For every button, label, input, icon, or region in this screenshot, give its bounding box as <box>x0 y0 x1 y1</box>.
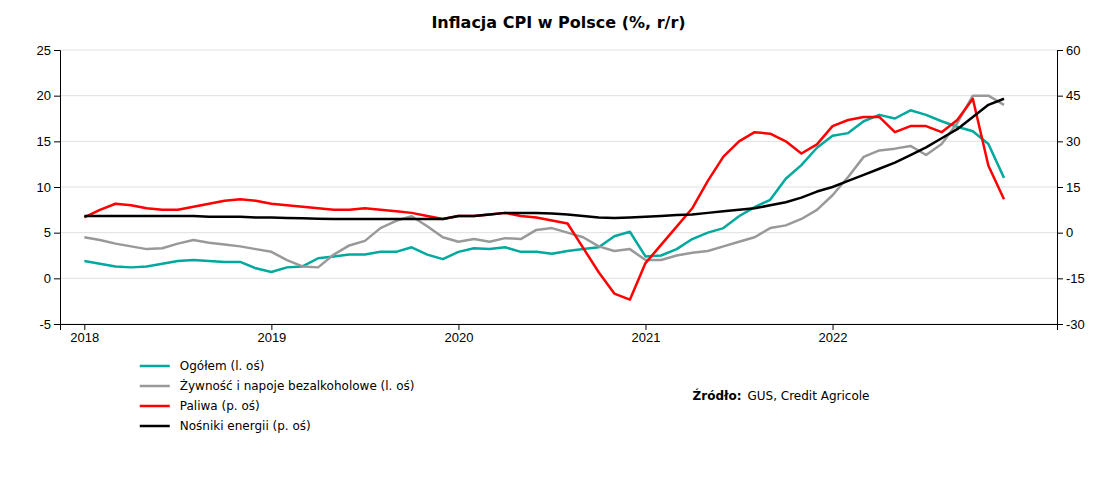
tick: 2019 <box>257 324 286 345</box>
tick-mark <box>54 187 60 188</box>
tick: 5 <box>44 225 60 240</box>
tick-label: 30 <box>1066 134 1080 149</box>
tick-mark <box>833 324 834 330</box>
axis-domain <box>54 51 61 325</box>
tick-label: 45 <box>1066 88 1080 103</box>
grid-line <box>60 278 1057 279</box>
tick-mark <box>54 233 60 234</box>
grid-line <box>60 232 1057 233</box>
tick-mark <box>1057 233 1063 234</box>
tick-label: 15 <box>37 134 51 149</box>
chart: Inflacja CPI w Polsce (%, r/r)2018201920… <box>0 0 1117 499</box>
x-axis: 2018 2019 2020 2021 2022 <box>61 324 1058 345</box>
tick-label: 25 <box>37 43 51 58</box>
tick-mark <box>458 324 459 330</box>
tick: 0 <box>1057 225 1073 240</box>
legend-label: Żywność i napoje bezalkoholowe (l. oś) <box>180 378 415 393</box>
tick-mark <box>54 324 60 325</box>
plot-area <box>84 96 1004 300</box>
tick-mark <box>84 324 85 330</box>
grid-line <box>60 95 1057 96</box>
annotation: Źródło: GUS, Credit Agricole <box>693 388 870 403</box>
axis-domain <box>61 325 1058 331</box>
tick: 15 <box>1057 180 1080 195</box>
tick-label: 10 <box>37 180 51 195</box>
tick: -5 <box>39 317 60 332</box>
legend-label: Ogółem (l. oś) <box>180 359 265 373</box>
tick-label: 20 <box>37 88 51 103</box>
tick-label: 2018 <box>70 330 99 345</box>
tick-label: 2020 <box>444 330 473 345</box>
tick: 45 <box>1057 88 1080 103</box>
legend-swatch <box>140 365 170 368</box>
tick-mark <box>1057 324 1063 325</box>
series-line <box>84 99 1004 219</box>
tick: 2020 <box>444 324 473 345</box>
tick-mark <box>271 324 272 330</box>
tick-label: 2022 <box>819 330 848 345</box>
series-line <box>84 110 1004 272</box>
tick: -30 <box>1057 317 1085 332</box>
tick: 0 <box>44 271 60 286</box>
tick-mark <box>1057 96 1063 97</box>
legend-swatch <box>140 385 170 388</box>
tick: 15 <box>37 134 60 149</box>
tick-label: -30 <box>1066 317 1085 332</box>
tick-mark <box>54 278 60 279</box>
y-axis: -5 0 5 10 15 20 25 <box>37 43 61 332</box>
source-text: GUS, Credit Agricole <box>747 389 869 403</box>
legend-swatch <box>140 425 170 428</box>
tick: 2018 <box>70 324 99 345</box>
tick: -15 <box>1057 271 1085 286</box>
legend-label: Paliwa (p. oś) <box>180 399 260 413</box>
tick-mark <box>54 141 60 142</box>
tick-label: 2021 <box>632 330 661 345</box>
tick-label: 5 <box>44 225 51 240</box>
legend-swatch <box>140 405 170 408</box>
series-line <box>84 99 1004 300</box>
tick-label: 0 <box>1066 225 1073 240</box>
tick: 10 <box>37 180 60 195</box>
tick-mark <box>1057 278 1063 279</box>
y2-axis: -30 -15 0 15 30 45 60 <box>1057 43 1085 332</box>
tick: 2021 <box>632 324 661 345</box>
axis-domain <box>1058 51 1064 325</box>
legend-label: Nośniki energii (p. oś) <box>180 419 311 433</box>
tick-label: -5 <box>39 317 51 332</box>
tick: 25 <box>37 43 60 58</box>
tick-mark <box>1057 187 1063 188</box>
tick-mark <box>1057 50 1063 51</box>
title: Inflacja CPI w Polsce (%, r/r) <box>431 13 685 32</box>
tick-label: 0 <box>44 271 51 286</box>
legend: Ogółem (l. oś) Żywność i napoje bezalkoho… <box>140 359 415 433</box>
tick-mark <box>54 96 60 97</box>
tick: 30 <box>1057 134 1080 149</box>
tick-label: 60 <box>1066 43 1080 58</box>
tick: 2022 <box>819 324 848 345</box>
grid-line <box>60 50 1057 51</box>
grid <box>60 50 1057 324</box>
source-label: Źródło: <box>693 388 742 403</box>
tick-mark <box>645 324 646 330</box>
series-line <box>84 96 1004 268</box>
tick-mark <box>1057 141 1063 142</box>
grid-line <box>60 187 1057 188</box>
tick-mark <box>54 50 60 51</box>
tick-label: 2019 <box>257 330 286 345</box>
tick-label: -15 <box>1066 271 1085 286</box>
tick: 20 <box>37 88 60 103</box>
grid-line <box>60 141 1057 142</box>
tick-label: 15 <box>1066 180 1080 195</box>
tick: 60 <box>1057 43 1080 58</box>
